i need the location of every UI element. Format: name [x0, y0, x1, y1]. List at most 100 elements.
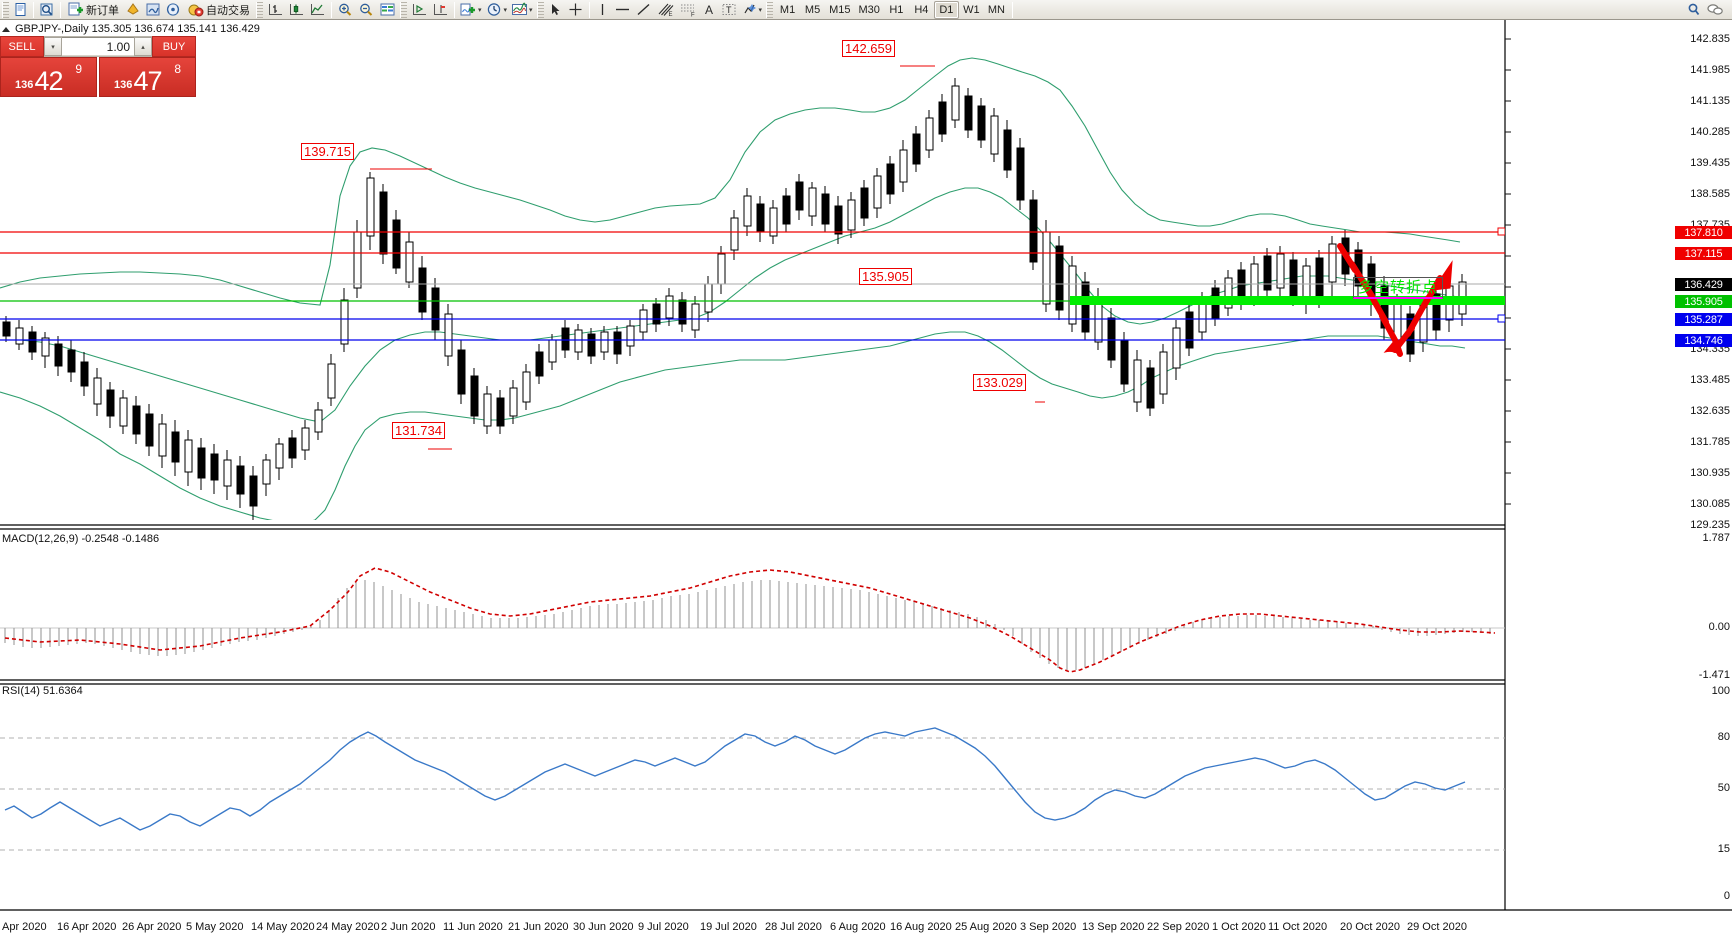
- expert-advisor-icon[interactable]: [123, 1, 143, 19]
- signals-icon[interactable]: [163, 1, 183, 19]
- candle: [405, 232, 414, 288]
- chevron-down-icon[interactable]: ▾: [529, 6, 533, 14]
- templates-icon[interactable]: ▾: [509, 1, 535, 19]
- chat-icon[interactable]: [1704, 1, 1726, 19]
- buy-price-display[interactable]: 136 47 8: [99, 57, 196, 97]
- candle: [366, 172, 375, 250]
- candle: [431, 278, 440, 340]
- price-tag-135905[interactable]: 135.905: [1675, 295, 1732, 308]
- price-tick-133485: 133.485: [1690, 374, 1730, 386]
- candle: [808, 182, 817, 226]
- candle: [613, 326, 622, 364]
- volume-decrease-icon[interactable]: ▾: [44, 37, 62, 56]
- chevron-down-icon[interactable]: ▾: [503, 6, 508, 14]
- candle: [197, 438, 206, 490]
- swing-label-139715[interactable]: 139.715: [301, 143, 354, 160]
- zoom-in-icon[interactable]: [335, 1, 356, 19]
- candle: [314, 402, 323, 440]
- toolbar-grip[interactable]: [256, 1, 263, 18]
- macd-indicator-label: MACD(12,26,9) -0.2548 -0.1486: [2, 533, 160, 545]
- auto-scroll-icon[interactable]: [409, 1, 430, 19]
- timeframe-m5[interactable]: M5: [804, 3, 821, 16]
- search-icon[interactable]: [1684, 1, 1704, 19]
- one-click-trading-panel[interactable]: SELL ▾ 1.00 ▴ BUY 136 42 9 136 47 8: [0, 36, 196, 97]
- trendline-icon[interactable]: [633, 1, 654, 19]
- chevron-down-icon[interactable]: ▾: [758, 6, 763, 14]
- shapes-icon[interactable]: ▾: [739, 1, 765, 19]
- cursor-icon[interactable]: [546, 1, 565, 19]
- magnifier-icon[interactable]: [37, 1, 57, 19]
- timeframe-d1[interactable]: D1: [933, 0, 959, 19]
- candle: [1107, 308, 1116, 368]
- candle: [1185, 304, 1194, 356]
- toolbar-grip[interactable]: [536, 1, 544, 18]
- symbol-header: GBPJPY-,Daily 135.305 136.674 135.141 13…: [0, 22, 260, 36]
- bollinger-upper-band: [0, 57, 1461, 306]
- price-tick-139435: 139.435: [1690, 157, 1730, 169]
- price-tick-141985: 141.985: [1690, 64, 1730, 76]
- price-tag-137115[interactable]: 137.115: [1675, 247, 1732, 260]
- equidistant-channel-icon[interactable]: E: [654, 1, 677, 19]
- candle: [28, 326, 37, 360]
- price-panel: [0, 57, 1505, 520]
- toolbar-grip[interactable]: [766, 1, 774, 18]
- rsi-tick-50: 50: [1717, 782, 1730, 794]
- timeframe-m1[interactable]: M1: [779, 3, 796, 16]
- buy-button[interactable]: BUY: [152, 36, 196, 57]
- price-tag-135287[interactable]: 135.287: [1675, 313, 1732, 326]
- chart-svg: [0, 20, 1732, 911]
- swing-label-142659[interactable]: 142.659: [842, 40, 895, 57]
- chart-collapse-icon[interactable]: [2, 26, 10, 32]
- date-tick-8: 21 Jun 2020: [508, 921, 569, 933]
- date-tick-11: 19 Jul 2020: [700, 921, 757, 933]
- new-order-label: 新订单: [86, 4, 119, 17]
- candle: [951, 78, 960, 128]
- swing-label-133029[interactable]: 133.029: [973, 374, 1026, 391]
- new-order-button[interactable]: 新订单: [64, 1, 123, 19]
- fibonacci-retracement-icon[interactable]: F: [677, 1, 700, 19]
- timeframe-m30[interactable]: M30: [858, 3, 880, 16]
- timeframe-m15[interactable]: M15: [829, 3, 851, 16]
- swing-label-131734[interactable]: 131.734: [392, 422, 445, 439]
- sell-price-display[interactable]: 136 42 9: [0, 57, 97, 97]
- indicators-icon[interactable]: ▾: [458, 1, 484, 19]
- bar-chart-icon[interactable]: [265, 1, 286, 19]
- candle: [210, 444, 219, 494]
- text-icon[interactable]: A: [700, 1, 719, 19]
- candle: [80, 352, 89, 396]
- new-chart-icon[interactable]: [11, 1, 30, 19]
- candle: [54, 336, 63, 376]
- timeframe-h1[interactable]: H1: [889, 3, 904, 16]
- timeframe-w1[interactable]: W1: [963, 3, 980, 16]
- vertical-line-icon[interactable]: [593, 1, 612, 19]
- swing-label-135905[interactable]: 135.905: [859, 268, 912, 285]
- horizontal-line-icon[interactable]: [612, 1, 633, 19]
- toolbar-grip[interactable]: [2, 1, 9, 18]
- crosshair-icon[interactable]: [565, 1, 586, 19]
- volume-increase-icon[interactable]: ▴: [134, 37, 152, 56]
- one-click-price-row: 136 42 9 136 47 8: [0, 57, 196, 97]
- volume-stepper[interactable]: ▾ 1.00 ▴: [44, 36, 152, 57]
- chart-shift-icon[interactable]: [430, 1, 451, 19]
- date-tick-18: 22 Sep 2020: [1147, 921, 1210, 933]
- date-tick-17: 13 Sep 2020: [1082, 921, 1145, 933]
- autotrading-button[interactable]: 自动交易: [183, 1, 254, 19]
- volume-input[interactable]: 1.00: [62, 37, 134, 56]
- candlestick-chart-icon[interactable]: [286, 1, 307, 19]
- price-tag-137810[interactable]: 137.810: [1675, 226, 1732, 239]
- metaeditor-icon[interactable]: [143, 1, 163, 19]
- chevron-down-icon[interactable]: ▾: [478, 6, 482, 14]
- timeframe-h4[interactable]: H4: [914, 3, 929, 16]
- sell-button[interactable]: SELL: [0, 36, 44, 57]
- toolbar-grip[interactable]: [400, 1, 407, 18]
- data-window-icon[interactable]: [377, 1, 398, 19]
- line-chart-icon[interactable]: [307, 1, 328, 19]
- periods-icon[interactable]: ▾: [484, 1, 510, 19]
- timeframe-mn[interactable]: MN: [987, 3, 1005, 16]
- pivot-note-label[interactable]: 多空转折点: [1353, 277, 1444, 299]
- zoom-out-icon[interactable]: [356, 1, 377, 19]
- chart-canvas[interactable]: 142.835 141.985 141.135 140.285 139.435 …: [0, 20, 1732, 939]
- text-label-icon[interactable]: T: [719, 1, 739, 19]
- line-handle-137810: [1497, 227, 1505, 236]
- price-tag-134746[interactable]: 134.746: [1675, 334, 1732, 347]
